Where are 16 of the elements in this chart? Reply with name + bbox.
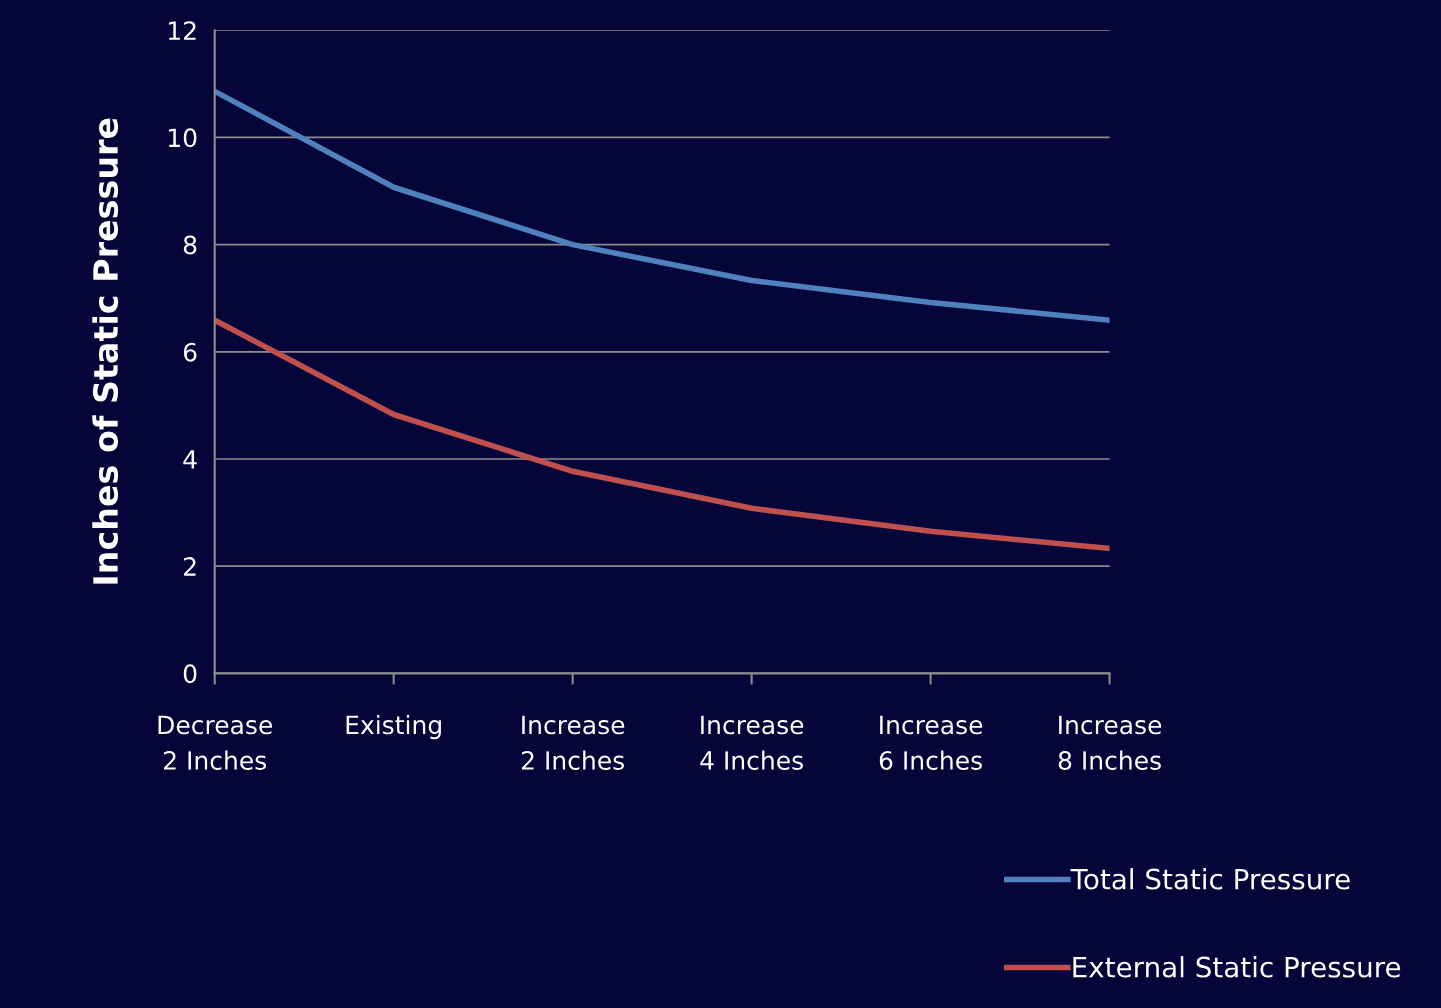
y-tick-label: 6 [183, 342, 197, 362]
x-tick-label: Increase 6 Inches [879, 715, 983, 770]
y-axis-title: Inches of Static Pressure [92, 118, 119, 584]
legend-label: Total Static Pressure [1070, 868, 1350, 890]
y-tick-label: 10 [168, 128, 197, 148]
y-tick-label: 2 [183, 557, 196, 576]
x-tick-label: Existing [346, 715, 441, 740]
y-tick-label: 12 [168, 21, 196, 40]
x-tick-label: Increase 4 Inches [700, 715, 804, 770]
y-tick-label: 8 [183, 235, 197, 255]
y-tick-label: 4 [183, 450, 197, 469]
x-tick-label: Increase 8 Inches [1058, 715, 1162, 770]
legend-label: External Static Pressure [1073, 956, 1401, 978]
y-tick-label: 0 [183, 664, 197, 684]
x-tick-label: Increase 2 Inches [521, 715, 625, 770]
x-tick-label: Decrease 2 Inches [158, 715, 272, 770]
